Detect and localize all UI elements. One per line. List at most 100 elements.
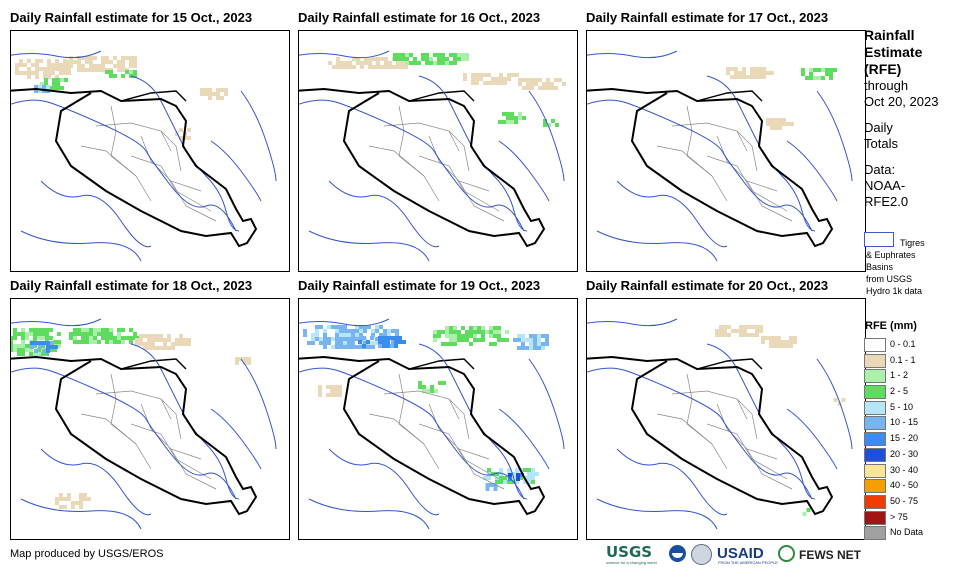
usaid-logo: USAID xyxy=(717,545,764,562)
rain-cell xyxy=(402,340,406,344)
rain-cell xyxy=(89,56,93,60)
rain-cell xyxy=(79,497,83,501)
rain-cell xyxy=(46,85,50,89)
rain-cell xyxy=(17,348,21,352)
river-basin-line xyxy=(616,180,728,248)
rain-cell xyxy=(21,352,25,356)
rain-cell xyxy=(171,346,175,350)
rain-cell xyxy=(774,118,778,122)
rain-cell xyxy=(507,480,511,484)
rain-cell xyxy=(515,468,519,472)
rain-cell xyxy=(23,63,27,67)
rain-cell xyxy=(27,59,31,63)
river-basin-line xyxy=(20,498,142,530)
province-boundary xyxy=(130,155,212,212)
river-basin-line xyxy=(11,318,102,327)
rain-area xyxy=(69,328,141,344)
rain-cell xyxy=(335,345,339,349)
rain-cell xyxy=(81,328,85,332)
rain-area xyxy=(761,336,797,348)
rain-cell xyxy=(376,61,380,65)
rain-cell xyxy=(38,345,42,349)
province-boundary xyxy=(716,403,778,460)
rain-cell xyxy=(69,336,73,340)
rain-cell xyxy=(351,341,355,345)
rain-cell xyxy=(546,86,550,90)
rain-cell xyxy=(471,73,475,77)
rain-cell xyxy=(331,345,335,349)
rain-cell xyxy=(543,123,547,127)
panel-title: Daily Rainfall estimate for 16 Oct., 202… xyxy=(298,10,541,25)
rain-cell xyxy=(155,338,159,342)
rain-cell xyxy=(487,472,491,476)
rain-cell xyxy=(825,72,829,76)
rain-cell xyxy=(38,89,42,93)
rain-cell xyxy=(515,480,519,484)
rain-cell xyxy=(497,330,501,334)
rain-cell xyxy=(521,338,525,342)
rain-cell xyxy=(133,332,137,336)
province-boundary xyxy=(746,448,793,490)
rain-cell xyxy=(139,338,143,342)
river-basin-line xyxy=(240,90,277,182)
rain-cell xyxy=(323,345,327,349)
rain-cell xyxy=(738,71,742,75)
rain-cell xyxy=(761,340,765,344)
rain-cell xyxy=(445,57,449,61)
rain-cell xyxy=(363,341,367,345)
rain-cell xyxy=(356,57,360,61)
rain-cell xyxy=(109,74,113,78)
province-boundary xyxy=(706,155,788,212)
rain-cell xyxy=(449,334,453,338)
rain-cell xyxy=(113,336,117,340)
rain-cell xyxy=(45,328,49,332)
rain-cell xyxy=(503,81,507,85)
rain-cell xyxy=(343,333,347,337)
river-basin-line xyxy=(11,99,237,232)
rain-cell xyxy=(508,473,512,477)
rain-cell xyxy=(69,332,73,336)
rain-cell xyxy=(766,122,770,126)
rain-cell xyxy=(453,53,457,57)
rain-cell xyxy=(133,60,137,64)
country-border xyxy=(696,90,763,102)
rain-cell xyxy=(487,476,491,480)
rain-cell xyxy=(510,116,514,120)
rain-cell xyxy=(380,65,384,69)
rain-cell xyxy=(817,76,821,80)
rain-cell xyxy=(343,345,347,349)
rain-cell xyxy=(743,333,747,337)
rain-cell xyxy=(521,334,525,338)
rain-cell xyxy=(362,344,366,348)
legend-through: through xyxy=(864,78,909,93)
rain-cell xyxy=(523,468,527,472)
rain-cell xyxy=(405,57,409,61)
province-boundary xyxy=(706,423,788,480)
rain-cell xyxy=(441,57,445,61)
rain-cell xyxy=(73,336,77,340)
rain-cell xyxy=(533,334,537,338)
province-boundary xyxy=(448,130,470,172)
rain-cell xyxy=(315,325,319,329)
rain-cell xyxy=(355,329,359,333)
rain-cell xyxy=(379,333,383,337)
rain-cell xyxy=(715,329,719,333)
rain-cell xyxy=(355,333,359,337)
rain-cell xyxy=(522,116,526,120)
rain-cell xyxy=(778,118,782,122)
river-basin-line xyxy=(816,90,853,182)
rain-cell xyxy=(109,336,113,340)
province-boundary xyxy=(80,145,152,202)
rain-cell xyxy=(418,385,422,389)
province-boundary xyxy=(746,180,793,222)
legend-title-line: (RFE) xyxy=(864,61,902,77)
rain-cell xyxy=(117,64,121,68)
rain-cell xyxy=(359,329,363,333)
rain-cell xyxy=(129,340,133,344)
rain-cell xyxy=(762,71,766,75)
rain-area xyxy=(513,334,549,350)
province-boundary xyxy=(95,122,172,152)
rain-cell xyxy=(319,337,323,341)
rain-cell xyxy=(723,325,727,329)
rain-cell xyxy=(809,68,813,72)
